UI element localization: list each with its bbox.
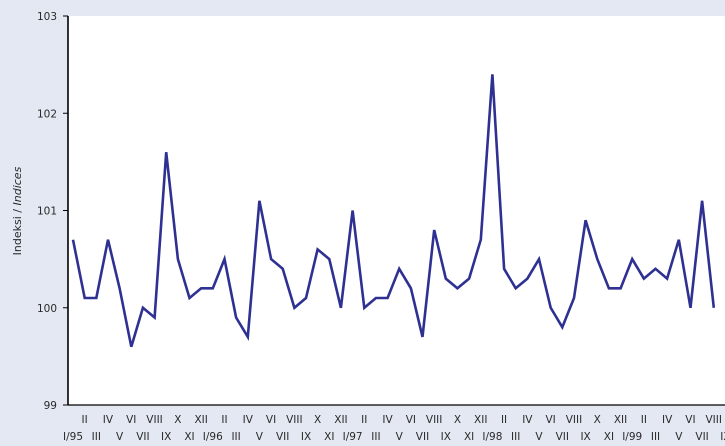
x-tick-label: I/96 [203, 431, 223, 443]
x-tick-label: III [371, 431, 380, 443]
y-tick-label: 101 [37, 206, 57, 218]
x-tick-label: I/97 [343, 431, 363, 443]
x-tick-label: I/95 [63, 431, 83, 443]
x-tick-label: V [675, 431, 683, 443]
x-tick-label: III [92, 431, 101, 443]
y-axis-title: Indeksi / Indices [11, 166, 24, 255]
x-tick-label: VII [136, 431, 149, 443]
x-tick-label: VII [276, 431, 289, 443]
x-tick-label: X [314, 414, 321, 426]
y-tick-label: 100 [37, 303, 57, 315]
x-tick-label: IX [580, 431, 590, 443]
x-tick-label: X [594, 414, 601, 426]
x-tick-label: XI [324, 431, 334, 443]
y-axis-ticks: 99 100 101 102 103 [37, 11, 68, 412]
x-tick-label: XII [474, 414, 487, 426]
x-tick-label: V [116, 431, 124, 443]
x-tick-label: VIII [566, 414, 582, 426]
x-tick-label: XI [464, 431, 474, 443]
x-tick-label: II [361, 414, 367, 426]
x-tick-label: VII [695, 431, 708, 443]
x-tick-label: VI [546, 414, 556, 426]
x-tick-label: VIII [706, 414, 722, 426]
x-tick-label: IV [662, 414, 673, 426]
x-tick-label: XII [614, 414, 627, 426]
x-tick-label: III [651, 431, 660, 443]
x-axis-labels: II IV VI VIII X XII II IV VI VIII X XII II IV VI VIII X X… [63, 414, 725, 443]
x-tick-label: VI [126, 414, 136, 426]
x-tick-label: X [454, 414, 461, 426]
x-tick-label: I/98 [482, 431, 502, 443]
x-tick-label: XII [194, 414, 207, 426]
x-tick-label: VI [406, 414, 416, 426]
x-tick-label: I/99 [622, 431, 642, 443]
x-tick-label: IV [243, 414, 254, 426]
y-axis-title-italic: Indices [11, 166, 24, 205]
x-tick-label: II [501, 414, 507, 426]
x-tick-label: II [221, 414, 227, 426]
x-tick-label: XII [334, 414, 347, 426]
x-tick-label: II [641, 414, 647, 426]
x-tick-label: VII [416, 431, 429, 443]
x-tick-label: VII [556, 431, 569, 443]
x-tick-label: V [535, 431, 543, 443]
series-line [71, 74, 716, 348]
plot-area [68, 16, 725, 405]
x-tick-label: XI [184, 431, 194, 443]
x-tick-label: IV [382, 414, 393, 426]
x-tick-label: IX [441, 431, 451, 443]
x-tick-label: IV [103, 414, 114, 426]
x-tick-label: IX [301, 431, 311, 443]
y-tick-label: 103 [37, 11, 57, 23]
x-tick-label: II [82, 414, 88, 426]
y-axis-title-regular: Indeksi / [11, 205, 24, 255]
x-tick-label: VIII [286, 414, 302, 426]
y-tick-label: 99 [44, 400, 57, 412]
x-tick-label: V [396, 431, 404, 443]
x-tick-label: IX [720, 431, 725, 443]
x-tick-label: VI [266, 414, 276, 426]
x-tick-label: XI [604, 431, 614, 443]
x-tick-label: III [231, 431, 240, 443]
x-tick-label: III [511, 431, 520, 443]
x-tick-label: IX [161, 431, 171, 443]
y-tick-label: 102 [37, 108, 57, 120]
x-tick-label: VIII [146, 414, 162, 426]
x-tick-label: VI [685, 414, 695, 426]
x-tick-label: IV [522, 414, 533, 426]
x-tick-label: VIII [426, 414, 442, 426]
x-tick-label: V [256, 431, 264, 443]
x-tick-label: X [174, 414, 181, 426]
